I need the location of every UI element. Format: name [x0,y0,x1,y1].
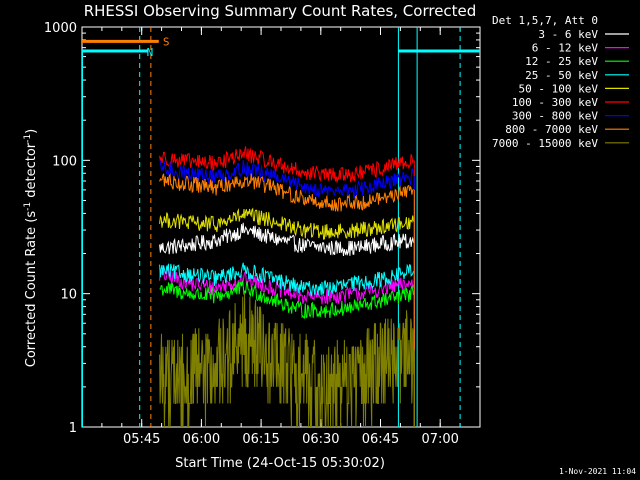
axes [81,26,481,428]
series-line [159,262,414,297]
legend-label: 7000 - 15000 keV [492,137,598,150]
x-tick-label: 06:15 [242,432,279,447]
y-tick-label: 10 [60,288,77,303]
legend-label: 3 - 6 keV [538,28,598,41]
series-line [159,293,415,427]
plot-area: SN [82,27,480,427]
series-line [159,207,414,240]
x-tick-label: 07:00 [421,432,458,447]
series-line [159,280,414,319]
chart-title: RHESSI Observing Summary Count Rates, Co… [84,2,477,20]
legend-label: 12 - 25 keV [525,55,598,68]
series-line [159,222,414,257]
series-line [159,146,414,183]
flag-label: N [147,46,154,59]
legend-label: 6 - 12 keV [532,42,599,55]
x-tick-label: 05:45 [123,432,160,447]
flag-label: S [163,35,170,48]
y-tick-labels: 1 10 100 1000 [44,21,77,436]
y-tick-label: 1000 [44,21,77,36]
x-tick-label: 06:45 [362,432,399,447]
y-tick-label: 1 [69,421,77,436]
x-tick-label: 06:30 [302,432,339,447]
legend-label: 300 - 800 keV [512,110,598,123]
legend-label: 800 - 7000 keV [505,123,598,136]
legend-title: Det 1,5,7, Att 0 [492,14,598,27]
series-line [159,172,414,212]
y-tick-label: 100 [52,154,77,169]
series-line [159,159,414,200]
legend-label: 100 - 300 keV [512,96,598,109]
legend-label: 25 - 50 keV [525,69,598,82]
timestamp: 1-Nov-2021 11:04 [559,467,636,476]
y-axis-label: Corrected Count Rate (s-1 detector-1) [23,129,39,367]
x-axis-label: Start Time (24-Oct-15 05:30:02) [175,456,385,471]
x-tick-label: 06:00 [183,432,220,447]
x-tick-labels: 05:45 06:00 06:15 06:30 06:45 07:00 [123,432,459,447]
legend-label: 50 - 100 keV [519,82,599,95]
